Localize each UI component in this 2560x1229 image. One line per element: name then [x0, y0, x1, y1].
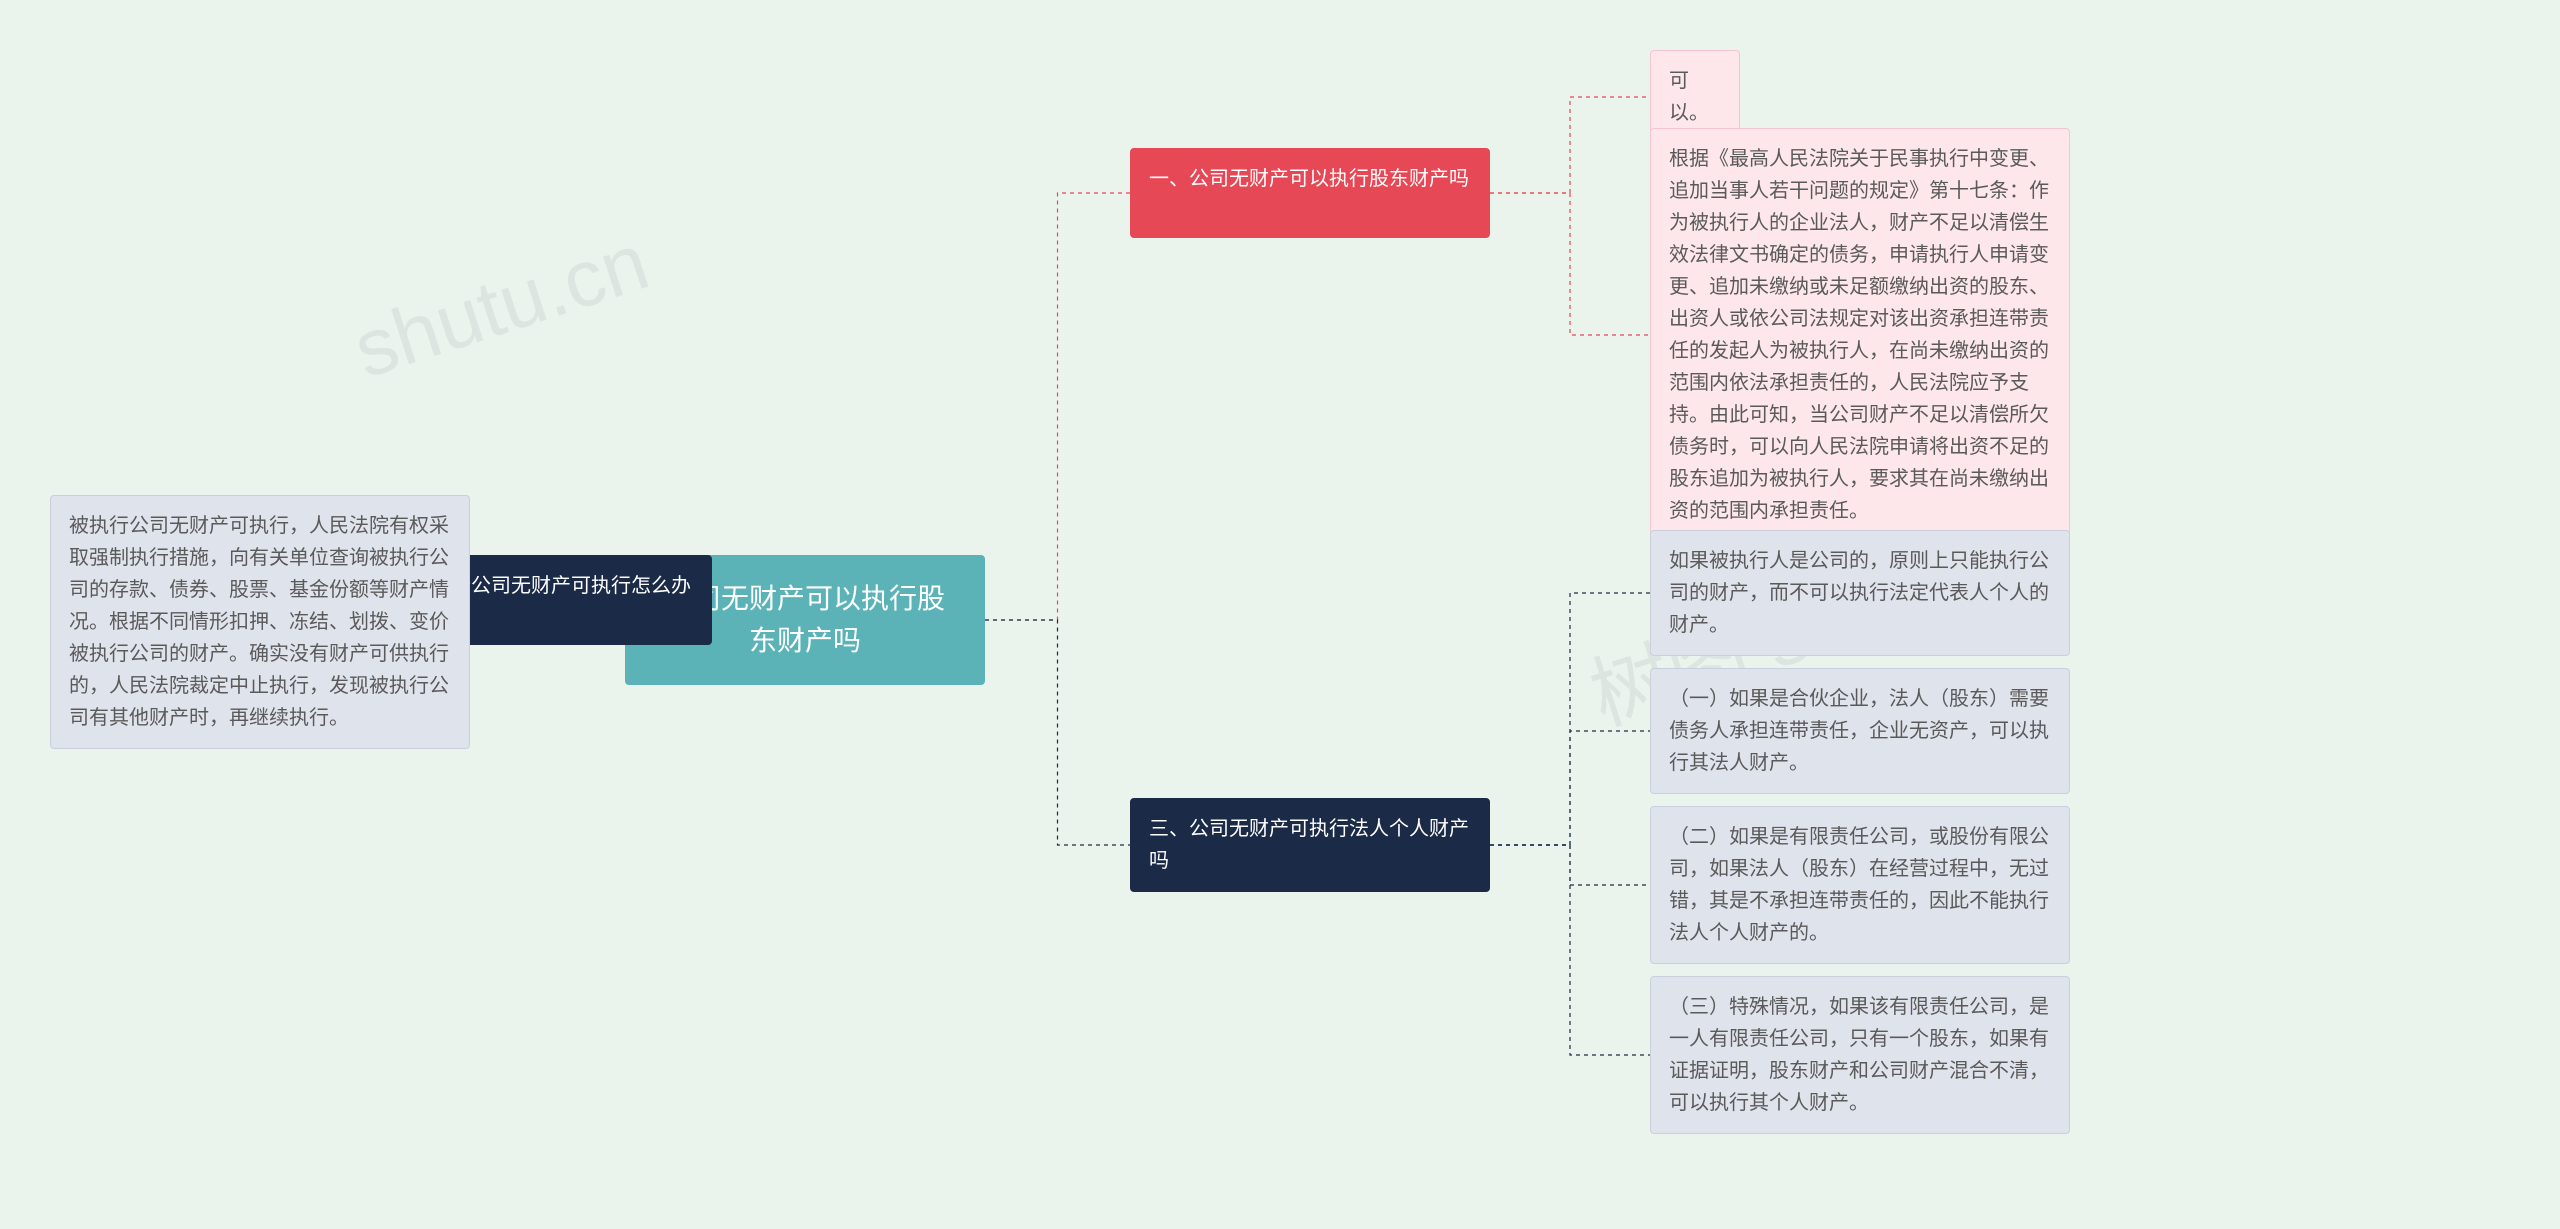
- watermark: shutu.cn: [343, 216, 659, 397]
- leaf-node: （一）如果是合伙企业，法人（股东）需要债务人承担连带责任，企业无资产，可以执行其…: [1650, 668, 2070, 794]
- branch-node: 三、公司无财产可执行法人个人财产吗: [1130, 798, 1490, 892]
- leaf-node: 被执行公司无财产可执行，人民法院有权采取强制执行措施，向有关单位查询被执行公司的…: [50, 495, 470, 749]
- branch-node: 一、公司无财产可以执行股东财产吗: [1130, 148, 1490, 238]
- leaf-node: （三）特殊情况，如果该有限责任公司，是一人有限责任公司，只有一个股东，如果有证据…: [1650, 976, 2070, 1134]
- leaf-node: 根据《最高人民法院关于民事执行中变更、追加当事人若干问题的规定》第十七条：作为被…: [1650, 128, 2070, 542]
- leaf-node: （二）如果是有限责任公司，或股份有限公司，如果法人（股东）在经营过程中，无过错，…: [1650, 806, 2070, 964]
- leaf-node: 如果被执行人是公司的，原则上只能执行公司的财产，而不可以执行法定代表人个人的财产…: [1650, 530, 2070, 656]
